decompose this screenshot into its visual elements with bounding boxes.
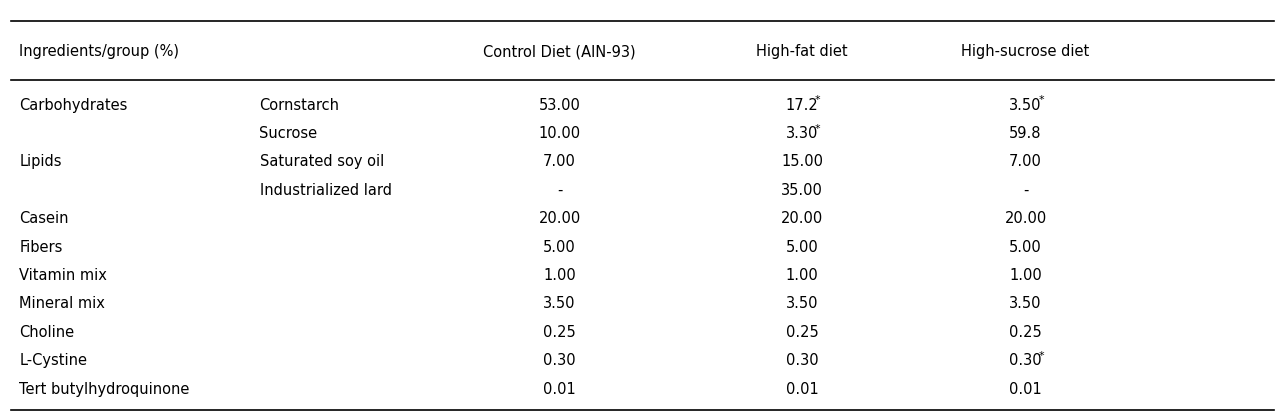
Text: Choline: Choline [19,325,75,340]
Text: *: * [815,124,820,134]
Text: 0.25: 0.25 [785,325,819,340]
Text: Lipids: Lipids [19,154,62,169]
Text: 0.25: 0.25 [1009,325,1042,340]
Text: 59.8: 59.8 [1009,126,1042,141]
Text: High-fat diet: High-fat diet [757,44,848,59]
Text: 3.50: 3.50 [786,297,819,311]
Text: L-Cystine: L-Cystine [19,353,87,368]
Text: 20.00: 20.00 [781,211,824,226]
Text: High-sucrose diet: High-sucrose diet [961,44,1090,59]
Text: 3.50: 3.50 [1009,97,1042,113]
Text: 0.30: 0.30 [1009,353,1042,368]
Text: Fibers: Fibers [19,239,63,255]
Text: Control Diet (AIN-93): Control Diet (AIN-93) [483,44,636,59]
Text: Vitamin mix: Vitamin mix [19,268,108,283]
Text: *: * [1038,95,1043,105]
Text: *: * [1038,351,1043,361]
Text: 3.50: 3.50 [544,297,576,311]
Text: 0.01: 0.01 [544,382,576,396]
Text: 0.25: 0.25 [544,325,576,340]
Text: 0.01: 0.01 [785,382,819,396]
Text: 1.00: 1.00 [785,268,819,283]
Text: 15.00: 15.00 [781,154,824,169]
Text: 20.00: 20.00 [538,211,581,226]
Text: 7.00: 7.00 [1009,154,1042,169]
Text: -: - [556,183,563,198]
Text: Sucrose: Sucrose [260,126,317,141]
Text: 10.00: 10.00 [538,126,581,141]
Text: -: - [1023,183,1028,198]
Text: 5.00: 5.00 [1009,239,1042,255]
Text: *: * [815,95,820,105]
Text: Saturated soy oil: Saturated soy oil [260,154,384,169]
Text: 17.2: 17.2 [785,97,819,113]
Text: 5.00: 5.00 [785,239,819,255]
Text: 53.00: 53.00 [538,97,581,113]
Text: 3.50: 3.50 [1009,297,1042,311]
Text: 5.00: 5.00 [544,239,576,255]
Text: 0.01: 0.01 [1009,382,1042,396]
Text: Casein: Casein [19,211,69,226]
Text: Carbohydrates: Carbohydrates [19,97,128,113]
Text: 1.00: 1.00 [1009,268,1042,283]
Text: 0.30: 0.30 [785,353,819,368]
Text: Cornstarch: Cornstarch [260,97,339,113]
Text: 20.00: 20.00 [1005,211,1046,226]
Text: 7.00: 7.00 [544,154,576,169]
Text: 1.00: 1.00 [544,268,576,283]
Text: Tert butylhydroquinone: Tert butylhydroquinone [19,382,190,396]
Text: Ingredients/group (%): Ingredients/group (%) [19,44,180,59]
Text: Industrialized lard: Industrialized lard [260,183,392,198]
Text: Mineral mix: Mineral mix [19,297,105,311]
Text: 3.30: 3.30 [786,126,819,141]
Text: 0.30: 0.30 [544,353,576,368]
Text: 35.00: 35.00 [781,183,822,198]
